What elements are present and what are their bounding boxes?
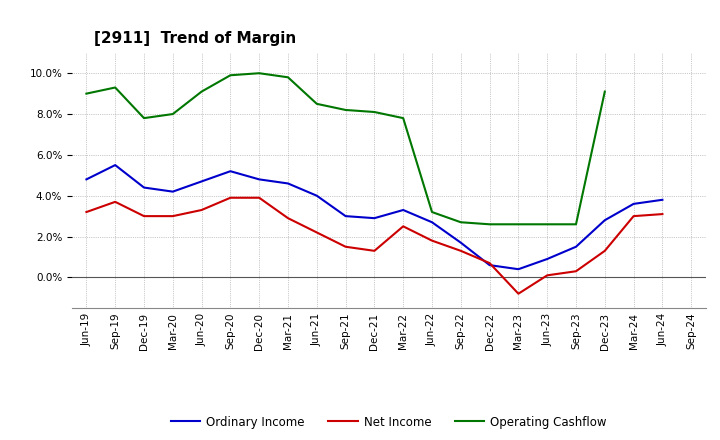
Line: Operating Cashflow: Operating Cashflow bbox=[86, 73, 605, 224]
Operating Cashflow bbox=[572, 222, 580, 227]
Net Income bbox=[111, 199, 120, 205]
Net Income bbox=[284, 216, 292, 221]
Operating Cashflow bbox=[514, 222, 523, 227]
Line: Net Income: Net Income bbox=[86, 198, 662, 294]
Operating Cashflow bbox=[82, 91, 91, 96]
Net Income bbox=[456, 248, 465, 253]
Text: [2911]  Trend of Margin: [2911] Trend of Margin bbox=[94, 31, 296, 46]
Ordinary Income bbox=[456, 240, 465, 246]
Net Income bbox=[82, 209, 91, 215]
Net Income bbox=[140, 213, 148, 219]
Net Income bbox=[629, 213, 638, 219]
Net Income bbox=[226, 195, 235, 200]
Net Income bbox=[658, 212, 667, 217]
Operating Cashflow bbox=[428, 209, 436, 215]
Net Income bbox=[600, 248, 609, 253]
Operating Cashflow bbox=[197, 89, 206, 94]
Ordinary Income bbox=[629, 201, 638, 206]
Operating Cashflow bbox=[284, 75, 292, 80]
Ordinary Income bbox=[600, 217, 609, 223]
Line: Ordinary Income: Ordinary Income bbox=[86, 165, 662, 269]
Net Income bbox=[255, 195, 264, 200]
Operating Cashflow bbox=[456, 220, 465, 225]
Net Income bbox=[168, 213, 177, 219]
Ordinary Income bbox=[428, 220, 436, 225]
Ordinary Income bbox=[658, 197, 667, 202]
Net Income bbox=[341, 244, 350, 249]
Operating Cashflow bbox=[140, 115, 148, 121]
Ordinary Income bbox=[168, 189, 177, 194]
Net Income bbox=[572, 268, 580, 274]
Operating Cashflow bbox=[543, 222, 552, 227]
Net Income bbox=[485, 260, 494, 266]
Ordinary Income bbox=[312, 193, 321, 198]
Operating Cashflow bbox=[485, 222, 494, 227]
Ordinary Income bbox=[485, 263, 494, 268]
Net Income bbox=[399, 224, 408, 229]
Net Income bbox=[543, 273, 552, 278]
Ordinary Income bbox=[226, 169, 235, 174]
Operating Cashflow bbox=[111, 85, 120, 90]
Ordinary Income bbox=[543, 257, 552, 262]
Operating Cashflow bbox=[312, 101, 321, 106]
Operating Cashflow bbox=[370, 110, 379, 115]
Net Income bbox=[197, 207, 206, 213]
Operating Cashflow bbox=[399, 115, 408, 121]
Operating Cashflow bbox=[341, 107, 350, 113]
Operating Cashflow bbox=[255, 70, 264, 76]
Legend: Ordinary Income, Net Income, Operating Cashflow: Ordinary Income, Net Income, Operating C… bbox=[166, 411, 611, 433]
Ordinary Income bbox=[514, 267, 523, 272]
Operating Cashflow bbox=[600, 89, 609, 94]
Ordinary Income bbox=[572, 244, 580, 249]
Operating Cashflow bbox=[168, 111, 177, 117]
Ordinary Income bbox=[284, 181, 292, 186]
Net Income bbox=[312, 230, 321, 235]
Net Income bbox=[370, 248, 379, 253]
Ordinary Income bbox=[255, 177, 264, 182]
Ordinary Income bbox=[341, 213, 350, 219]
Ordinary Income bbox=[82, 177, 91, 182]
Ordinary Income bbox=[370, 216, 379, 221]
Net Income bbox=[428, 238, 436, 243]
Net Income bbox=[514, 291, 523, 297]
Ordinary Income bbox=[140, 185, 148, 190]
Ordinary Income bbox=[399, 207, 408, 213]
Ordinary Income bbox=[111, 162, 120, 168]
Ordinary Income bbox=[197, 179, 206, 184]
Operating Cashflow bbox=[226, 73, 235, 78]
